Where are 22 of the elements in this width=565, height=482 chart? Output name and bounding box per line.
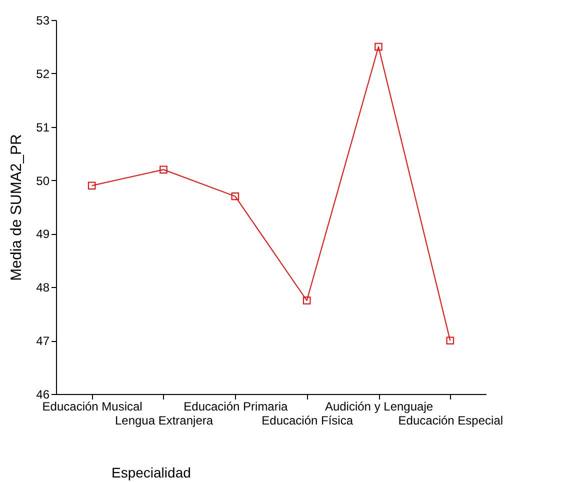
x-tick-label: Educación Musical (42, 400, 142, 414)
y-tick-label: 51 (36, 120, 50, 134)
x-tick-label: Lengua Extranjera (114, 414, 214, 428)
point (374, 42, 382, 51)
x-tick-label: Educación Física (262, 414, 354, 428)
point (88, 182, 96, 190)
x-tick-label: Educación Primaria (184, 400, 288, 414)
y-tick-label: 53 (36, 14, 50, 28)
y-tick-label: 52 (36, 66, 50, 81)
y-axis-title: Media de SUMA2_PR (8, 134, 26, 281)
y-tick-label: 47 (36, 334, 50, 348)
x-tick-label: Educación Especial (398, 414, 504, 428)
x-axis-title: Especialidad (112, 464, 191, 480)
y-tick-label: 50 (36, 174, 50, 188)
y-tick-label: 49 (36, 227, 50, 242)
y-tick-label: 48 (36, 280, 50, 295)
y-tick-label: 46 (36, 388, 50, 402)
point (302, 296, 311, 304)
point (231, 192, 240, 200)
point (160, 166, 168, 174)
x-tick-label: Audición y Lenguaje (324, 400, 434, 414)
point (446, 336, 454, 344)
